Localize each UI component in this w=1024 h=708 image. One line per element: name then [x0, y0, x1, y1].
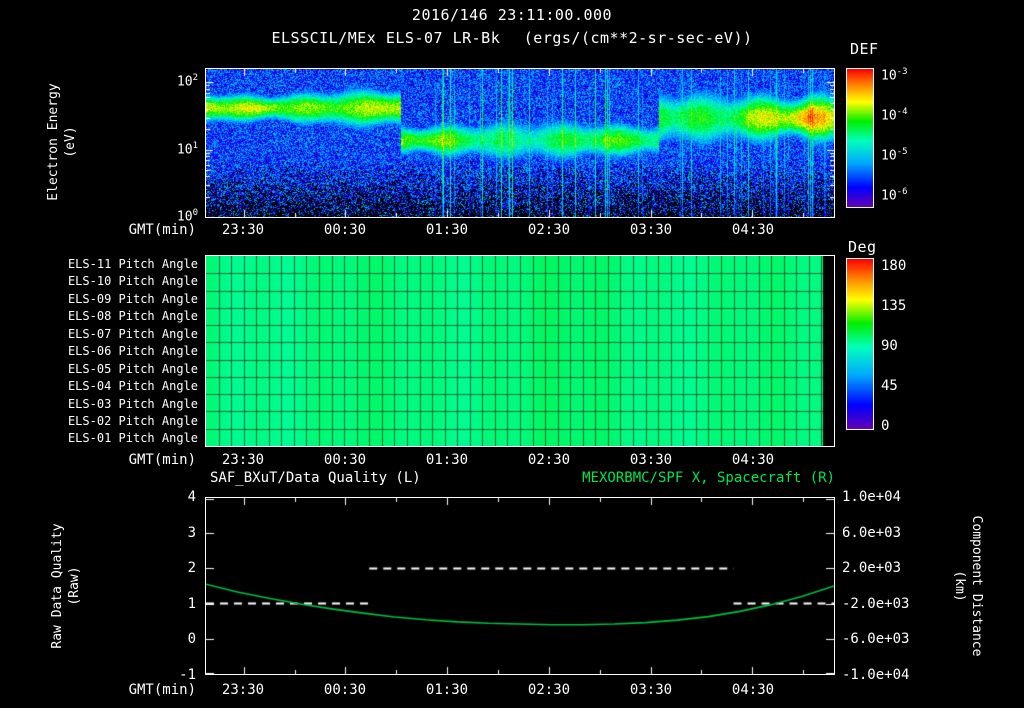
left-axis-tick-label: -1	[179, 667, 196, 683]
colorbar-tick-label: 10-4	[881, 107, 908, 124]
x-tick-label: 01:30	[425, 222, 469, 238]
colorbar-tick-label: 0	[881, 418, 890, 434]
y-tick-label: 102	[176, 73, 198, 90]
pitch-row-label: ELS-11 Pitch Angle	[67, 257, 198, 271]
pitch-row-label: ELS-05 Pitch Angle	[67, 362, 198, 376]
pitch-row-label: ELS-04 Pitch Angle	[67, 379, 198, 393]
left-axis-tick-label: 1	[187, 596, 196, 612]
left-axis-tick-label: 0	[187, 631, 196, 647]
colorbar-tick-label: 180	[881, 258, 907, 274]
pitch-row-label: ELS-10 Pitch Angle	[67, 274, 198, 288]
def-colorbar	[846, 68, 874, 208]
x-tick-label: 04:30	[731, 222, 775, 238]
pitch-angle-canvas	[206, 256, 834, 446]
x-tick-label: 01:30	[425, 452, 469, 468]
x-axis-label: GMT(min)	[128, 452, 196, 468]
colorbar-tick-label: 45	[881, 378, 898, 394]
y-axis-label-quality: Raw Data Quality (Raw)	[50, 523, 82, 649]
x-tick-label: 02:30	[527, 222, 571, 238]
deg-colorbar-title: Deg	[848, 238, 877, 256]
right-axis-tick-label: 6.0e+03	[842, 525, 902, 541]
x-tick-label: 02:30	[527, 682, 571, 698]
pitch-row-label: ELS-01 Pitch Angle	[67, 431, 198, 445]
x-tick-label: 01:30	[425, 682, 469, 698]
colorbar-tick-label: 10-3	[881, 67, 908, 84]
x-tick-label: 00:30	[323, 452, 367, 468]
right-axis-tick-label: -1.0e+04	[842, 667, 910, 683]
deg-colorbar	[846, 258, 874, 430]
x-axis-label: GMT(min)	[128, 682, 196, 698]
right-axis-tick-label: -6.0e+03	[842, 631, 910, 647]
plot-title-row: ELSSCIL/MEx ELS-07 LR-Bk (ergs/(cm**2-sr…	[0, 29, 1024, 47]
x-tick-label: 03:30	[629, 222, 673, 238]
x-tick-label: 00:30	[323, 222, 367, 238]
x-tick-label: 02:30	[527, 452, 571, 468]
x-axis-label: GMT(min)	[128, 222, 196, 238]
y-axis-label-distance: Component Distance (km)	[952, 515, 984, 657]
quality-distance-canvas	[206, 498, 834, 674]
x-tick-label: 03:30	[629, 682, 673, 698]
y-tick-label: 101	[176, 141, 198, 158]
pitch-row-label: ELS-03 Pitch Angle	[67, 397, 198, 411]
right-axis-tick-label: 1.0e+04	[842, 489, 902, 505]
right-axis-tick-label: 2.0e+03	[842, 560, 902, 576]
colorbar-tick-label: 135	[881, 298, 907, 314]
quality-distance-panel	[205, 497, 835, 675]
right-axis-tick-label: -2.0e+03	[842, 596, 910, 612]
left-axis-tick-label: 3	[187, 525, 196, 541]
x-tick-label: 23:30	[221, 452, 265, 468]
spectrogram-canvas	[206, 69, 834, 217]
colorbar-tick-label: 10-6	[881, 187, 908, 204]
left-axis-tick-label: 2	[187, 560, 196, 576]
x-tick-label: 23:30	[221, 682, 265, 698]
y-tick-label: 100	[176, 208, 198, 225]
y-axis-label-energy: Electron Energy (eV)	[46, 83, 78, 201]
x-tick-label: 00:30	[323, 682, 367, 698]
plot-datetime: 2016/146 23:11:00.000	[411, 6, 613, 24]
colorbar-tick-label: 10-5	[881, 147, 908, 164]
pitch-row-label: ELS-06 Pitch Angle	[67, 344, 198, 358]
colorbar-tick-label: 90	[881, 338, 898, 354]
pitch-row-label: ELS-02 Pitch Angle	[67, 414, 198, 428]
plot-title: ELSSCIL/MEx ELS-07 LR-Bk	[271, 29, 501, 47]
spectrogram-panel	[205, 68, 835, 218]
x-tick-label: 04:30	[731, 682, 775, 698]
pitch-angle-panel	[205, 255, 835, 447]
pitch-row-label: ELS-09 Pitch Angle	[67, 292, 198, 306]
left-series-title: SAF_BXuT/Data Quality (L)	[210, 470, 421, 486]
left-axis-tick-label: 4	[187, 489, 196, 505]
x-tick-label: 23:30	[221, 222, 265, 238]
plot-units: (ergs/(cm**2-sr-sec-eV))	[523, 29, 753, 47]
x-tick-label: 04:30	[731, 452, 775, 468]
def-colorbar-title: DEF	[850, 40, 879, 58]
x-tick-label: 03:30	[629, 452, 673, 468]
pitch-row-label: ELS-07 Pitch Angle	[67, 327, 198, 341]
right-series-title: MEXORBMC/SPF X, Spacecraft (R)	[582, 470, 835, 486]
pitch-row-label: ELS-08 Pitch Angle	[67, 309, 198, 323]
